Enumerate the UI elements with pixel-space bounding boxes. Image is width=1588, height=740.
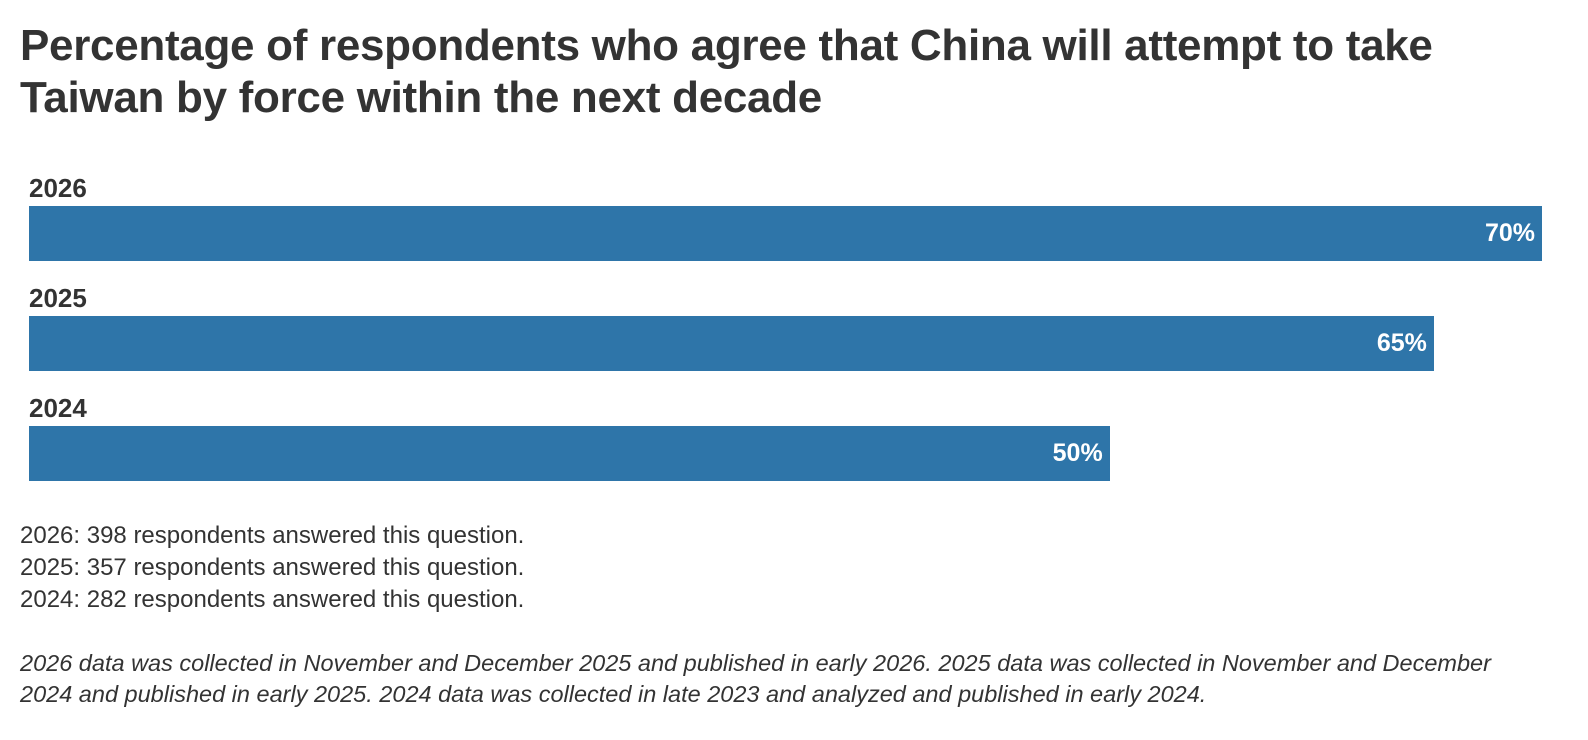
respondent-note-2025: 2025: 357 respondents answered this ques…	[20, 554, 525, 581]
bar-2024: 50%	[29, 426, 1110, 481]
respondent-note-2024: 2024: 282 respondents answered this ques…	[20, 586, 525, 613]
respondent-note-2026: 2026: 398 respondents answered this ques…	[20, 522, 525, 549]
bar-group-2024: 2024 50%	[29, 388, 1562, 498]
bar-category-label: 2026	[29, 173, 87, 203]
bar-group-2026: 2026 70%	[29, 168, 1562, 278]
bar-value-label: 65%	[1376, 329, 1427, 357]
bar-category-label: 2025	[29, 283, 87, 313]
bar-group-2025: 2025 65%	[29, 278, 1562, 388]
bar-2025: 65%	[29, 316, 1434, 371]
bar-2026: 70%	[29, 206, 1542, 261]
bar-value-label: 70%	[1484, 219, 1535, 247]
bar-value-label: 50%	[1052, 439, 1103, 467]
bar-chart: 2026 70% 2025 65% 2024 50%	[29, 168, 1562, 488]
data-collection-footnote: 2026 data was collected in November and …	[20, 650, 1491, 707]
bar-category-label: 2024	[29, 393, 87, 423]
chart-title: Percentage of respondents who agree that…	[20, 21, 1433, 122]
respondent-notes: 2026: 398 respondents answered this ques…	[20, 520, 524, 616]
